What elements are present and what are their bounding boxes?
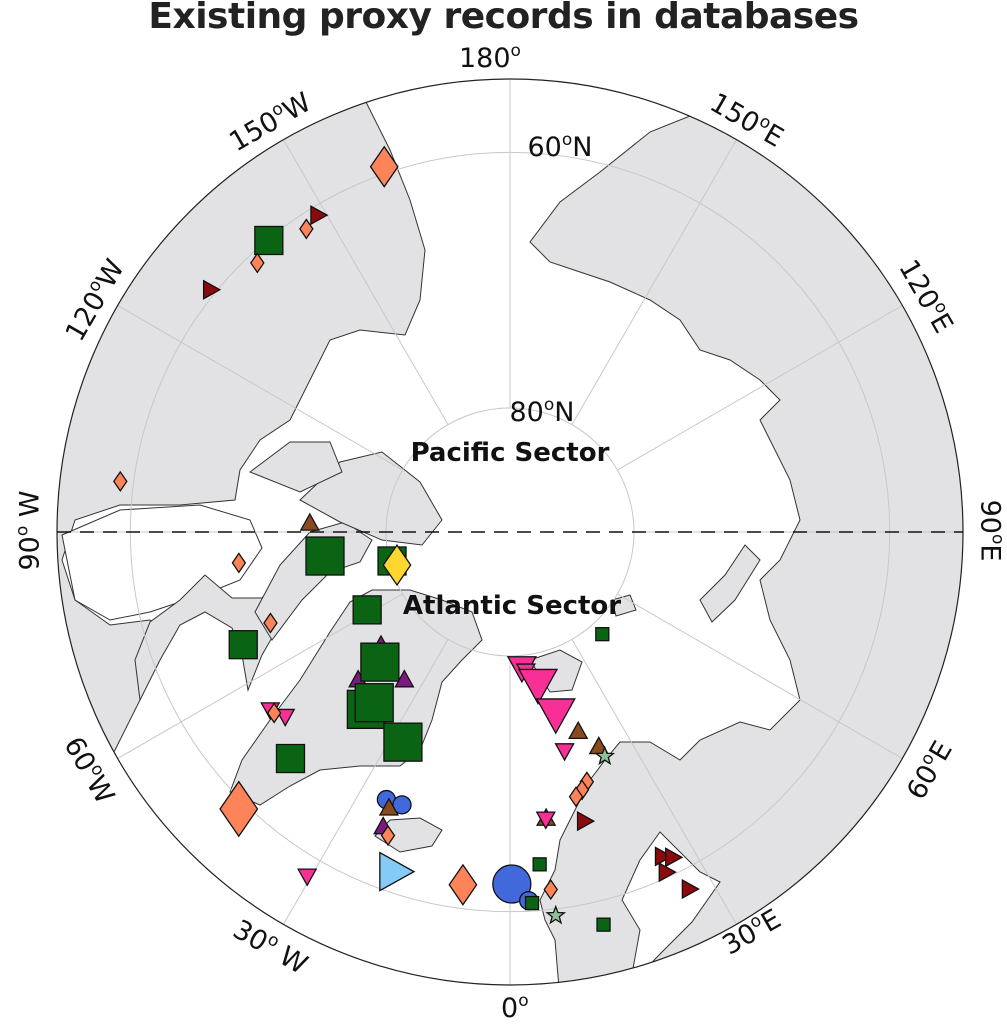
pacific-sector-label: Pacific Sector xyxy=(410,438,610,468)
proxy-marker-tri-down-pink xyxy=(535,811,556,830)
label-part: o xyxy=(561,129,573,150)
proxy-marker-star-sage xyxy=(545,904,567,925)
proxy-marker-tri-down-pink xyxy=(297,868,318,887)
proxy-marker-diamond-orange xyxy=(250,252,265,274)
label-part: o xyxy=(543,394,555,415)
baltic-sea xyxy=(621,831,721,985)
proxy-marker-diamond-orange xyxy=(113,470,128,492)
atlantic-sector-label: Atlantic Sector xyxy=(402,591,622,621)
proxy-marker-square-green xyxy=(360,642,400,682)
novaya-zemlya xyxy=(699,544,761,623)
proxy-marker-square-green xyxy=(254,225,284,256)
label-part: 90 xyxy=(14,535,46,571)
proxy-marker-square-green xyxy=(275,743,306,774)
proxy-marker-square-green xyxy=(596,917,611,932)
label-part: o xyxy=(510,40,521,61)
proxy-marker-tri-up-brown xyxy=(378,797,400,816)
franz-josef-land xyxy=(611,594,637,617)
iceland xyxy=(374,817,443,853)
proxy-marker-diamond-orange xyxy=(299,218,314,240)
proxy-marker-square-green xyxy=(532,857,547,872)
proxy-marker-tri-down-pink xyxy=(554,743,575,762)
label-part: o xyxy=(12,525,33,536)
proxy-marker-diamond-orange xyxy=(568,786,584,808)
proxy-marker-tri-down-pink xyxy=(517,668,559,705)
label-part: 60 xyxy=(527,131,562,163)
proxy-marker-circle-blue xyxy=(492,864,532,904)
proxy-marker-diamond-orange xyxy=(448,863,478,906)
proxy-marker-square-green xyxy=(305,536,345,576)
hudson-bay xyxy=(61,504,263,621)
victoria-island xyxy=(248,441,343,493)
meridian-line xyxy=(617,305,903,471)
label-part: N xyxy=(572,131,593,163)
label-part: o xyxy=(518,990,529,1011)
proxy-marker-diamond-orange xyxy=(574,779,590,801)
proxy-marker-square-green xyxy=(595,627,610,642)
label-part: E xyxy=(974,543,1006,561)
longitude-label: 90oE xyxy=(974,499,1007,561)
proxy-marker-square-green xyxy=(352,595,382,625)
proxy-marker-square-green xyxy=(354,683,394,723)
meridian-line xyxy=(617,593,903,759)
latitude-label-80n: 80oN xyxy=(509,394,575,428)
proxy-marker-tri-down-pink xyxy=(535,698,576,735)
longitude-label: 0o xyxy=(501,990,529,1024)
longitude-label: 180o xyxy=(459,40,521,74)
proxy-marker-tri-right-darkred xyxy=(202,279,222,300)
proxy-marker-tri-up-brown xyxy=(568,720,589,740)
meridian-line xyxy=(571,639,737,925)
proxy-marker-diamond-orange xyxy=(266,702,282,724)
proxy-marker-square-green xyxy=(383,722,423,762)
proxy-marker-diamond-orange xyxy=(219,780,259,838)
label-part: o xyxy=(987,533,1007,544)
proxy-marker-diamond-orange xyxy=(263,612,278,634)
proxy-marker-tri-right-darkred xyxy=(665,847,684,868)
proxy-marker-tri-up-purple xyxy=(394,669,415,688)
proxy-marker-tri-right-darkred xyxy=(576,810,596,832)
meridian-line xyxy=(571,139,737,425)
proxy-marker-tri-right-darkred xyxy=(681,878,700,900)
proxy-marker-tri-right-lightblue xyxy=(379,851,416,892)
meridian-line xyxy=(283,139,449,425)
longitude-label: 90o W xyxy=(12,489,46,571)
proxy-marker-diamond-orange xyxy=(380,824,396,847)
latitude-label-60n: 60oN xyxy=(527,129,593,163)
proxy-marker-star-sage xyxy=(594,745,616,766)
proxy-marker-diamond-orange xyxy=(369,145,399,188)
proxy-marker-square-green xyxy=(524,895,540,911)
label-part: W xyxy=(14,489,46,526)
proxy-marker-diamond-orange xyxy=(543,878,559,901)
proxy-marker-square-green xyxy=(228,630,258,660)
label-part: 80 xyxy=(509,396,544,428)
proxy-marker-tri-right-darkred xyxy=(654,846,674,867)
map-title: Existing proxy records in databases xyxy=(148,0,859,37)
label-part: 180 xyxy=(459,42,511,74)
meridian-line xyxy=(117,305,403,471)
proxy-marker-diamond-yellow xyxy=(382,543,412,587)
proxy-marker-diamond-orange xyxy=(231,552,247,574)
proxy-markers xyxy=(113,145,700,932)
proxy-marker-tri-right-darkred xyxy=(310,205,329,226)
proxy-marker-tri-up-brown xyxy=(299,512,320,531)
proxy-marker-tri-right-darkred xyxy=(658,862,677,883)
label-part: 90 xyxy=(974,499,1006,534)
label-part: N xyxy=(554,396,575,428)
label-part: 0 xyxy=(501,992,519,1024)
